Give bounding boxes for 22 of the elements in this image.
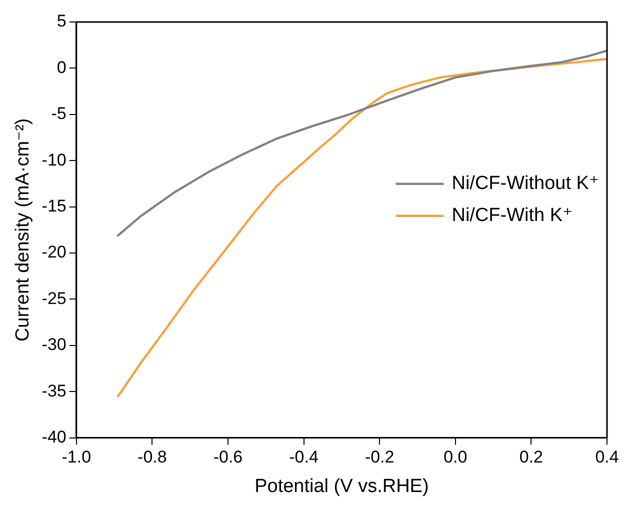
y-tick-label: -25 xyxy=(42,288,66,308)
y-axis-title: Current density (mA·cm⁻²) xyxy=(12,118,34,342)
x-tick-label: -0.2 xyxy=(364,448,394,467)
y-tick-label: 5 xyxy=(56,12,66,31)
legend-label: Ni/CF-Without K⁺ xyxy=(452,173,600,194)
x-tick-label: -0.6 xyxy=(213,448,243,467)
y-tick-label: -30 xyxy=(42,335,66,354)
y-tick-label: -20 xyxy=(42,242,66,262)
x-tick-label: 0.0 xyxy=(444,448,468,467)
y-tick-label: -5 xyxy=(51,104,66,124)
legend-label: Ni/CF-With K⁺ xyxy=(452,205,573,226)
y-tick-label: -10 xyxy=(42,150,66,170)
y-tick-label: -35 xyxy=(42,381,66,400)
x-tick-label: -0.8 xyxy=(138,448,167,467)
x-tick-label: -0.4 xyxy=(289,448,318,467)
y-tick-label: -40 xyxy=(42,427,66,446)
y-tick-label: -15 xyxy=(42,196,66,216)
x-tick-label: -1.0 xyxy=(62,448,92,467)
x-tick-label: 0.4 xyxy=(595,448,619,467)
x-axis-title: Potential (V vs.RHE) xyxy=(254,476,429,497)
y-tick-label: 0 xyxy=(56,58,66,77)
x-tick-label: 0.2 xyxy=(519,448,544,467)
